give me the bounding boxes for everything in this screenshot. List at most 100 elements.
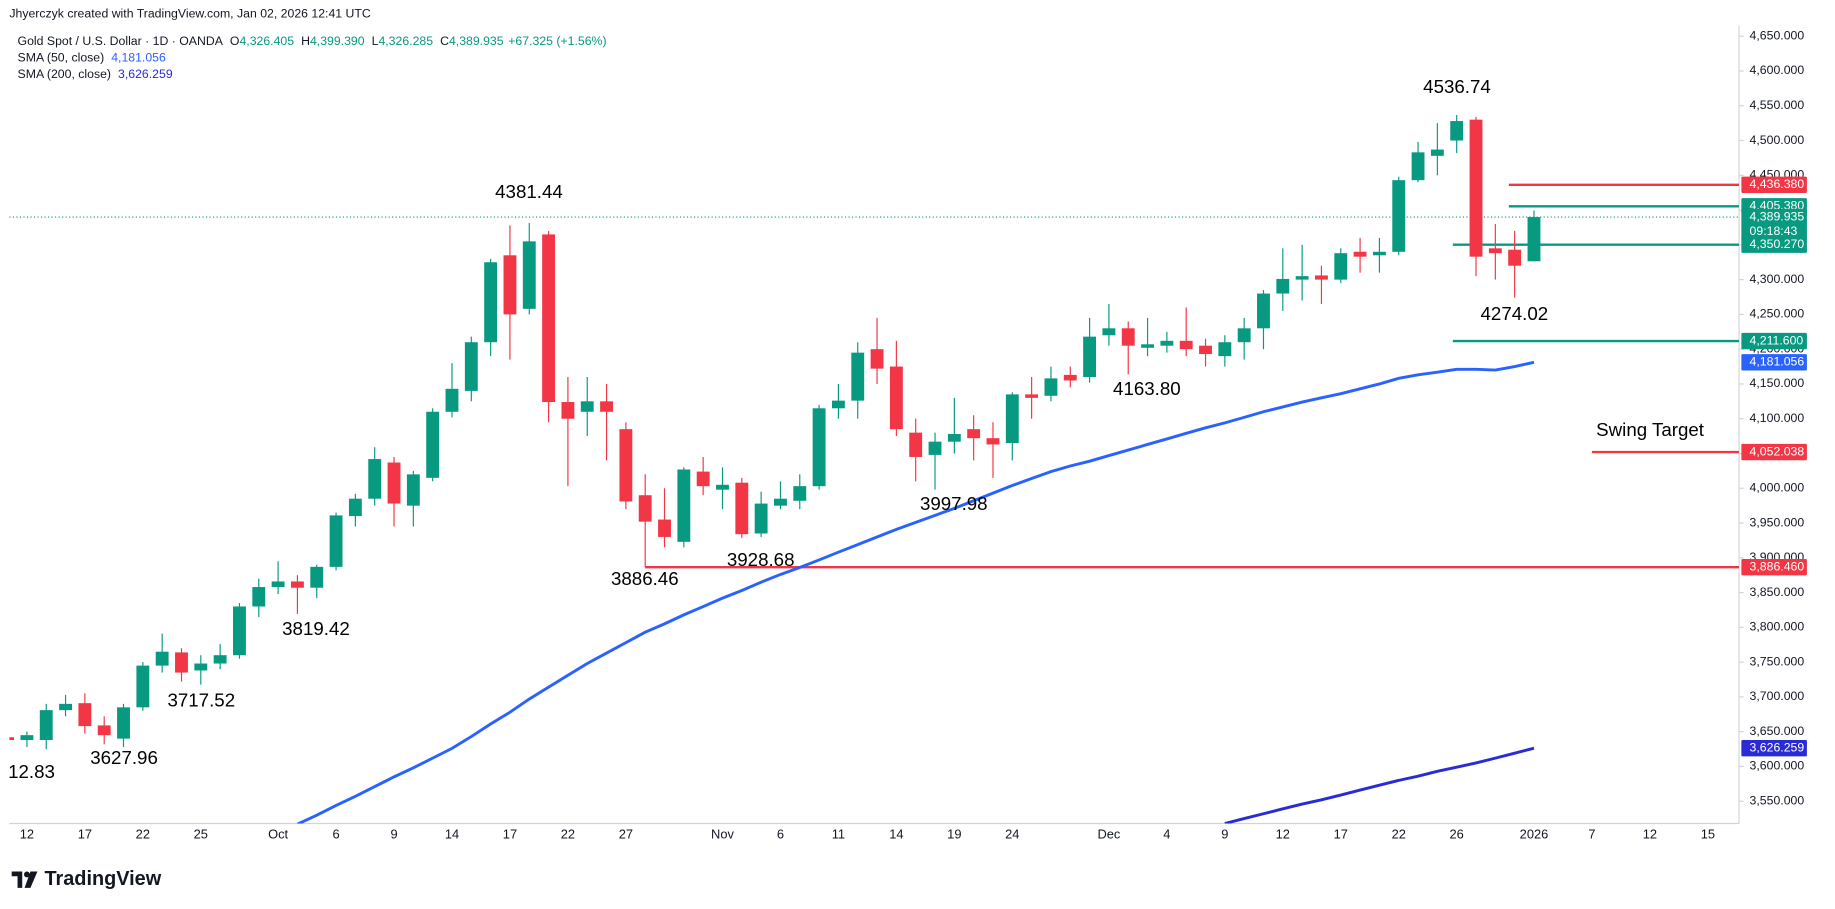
brand-logo xyxy=(11,871,38,888)
y-tick-label: 3,600.000 xyxy=(1750,759,1805,773)
x-tick-label: 22 xyxy=(136,827,150,842)
candle-body xyxy=(909,432,923,457)
candle-body xyxy=(1295,276,1309,280)
candle-body xyxy=(1469,119,1483,257)
candle-body xyxy=(774,498,787,506)
candle-body xyxy=(851,352,865,401)
x-tick-label: 11 xyxy=(832,827,845,842)
candle-body xyxy=(387,462,401,504)
candle-body xyxy=(696,471,710,487)
candle-body xyxy=(329,515,343,567)
candle-body xyxy=(1392,180,1406,252)
x-tick-label: 22 xyxy=(1392,827,1406,842)
ohlc-key: C xyxy=(440,34,449,48)
brand: TradingView xyxy=(44,868,161,890)
x-tick-label: 27 xyxy=(619,827,633,842)
candle-body xyxy=(658,519,671,537)
sma-badge-bg xyxy=(1741,739,1807,757)
y-tick-label: 3,650.000 xyxy=(1750,724,1805,738)
candle-body xyxy=(290,581,304,588)
candle-body xyxy=(812,408,826,487)
x-tick-label: 14 xyxy=(889,827,903,842)
level-badge: 4,436.380 xyxy=(1750,177,1805,191)
candle-body xyxy=(78,703,92,727)
level-badge-bg xyxy=(1741,176,1807,193)
annotation: Swing Target xyxy=(1596,419,1705,440)
x-tick-label: 24 xyxy=(1005,827,1019,842)
annotation: 4381.44 xyxy=(495,181,563,202)
candle-body xyxy=(155,651,169,666)
candle-body xyxy=(1063,374,1077,381)
x-tick-label: 26 xyxy=(1450,827,1464,842)
sma-value: 4,181.056 xyxy=(111,51,166,65)
candle-body xyxy=(1141,344,1154,348)
x-tick-label: 6 xyxy=(332,827,339,842)
candle-body xyxy=(426,411,440,478)
level-badge: 4,211.600 xyxy=(1750,333,1804,347)
candle-body xyxy=(754,503,768,534)
candle-body xyxy=(213,655,227,664)
sma-value: 3,626.259 xyxy=(118,67,173,81)
x-tick-label: Nov xyxy=(711,827,734,842)
x-tick-label: 14 xyxy=(445,827,459,842)
x-tick-label: 19 xyxy=(947,827,961,842)
x-tick-label: 12 xyxy=(20,827,34,842)
level-badge-bg xyxy=(1741,332,1807,350)
candle-body xyxy=(1276,278,1290,294)
sma-badge: 3,626.259 xyxy=(1750,740,1805,754)
candle-body xyxy=(368,459,382,499)
sma-badge-bg xyxy=(1741,354,1807,371)
y-tick-label: 3,550.000 xyxy=(1750,793,1805,807)
x-tick-label: 4 xyxy=(1163,827,1170,842)
candle-body xyxy=(1179,340,1193,350)
ohlc-key: L xyxy=(372,34,379,48)
candle-body xyxy=(1488,248,1502,254)
level-badge: 3,886.460 xyxy=(1750,559,1805,573)
ohlc-value: 4,389.935 xyxy=(449,34,504,48)
x-tick-label: 6 xyxy=(777,827,784,842)
candle-body xyxy=(20,735,34,741)
y-tick-label: 4,500.000 xyxy=(1750,133,1805,147)
candle-body xyxy=(1218,342,1232,357)
candle-body xyxy=(39,710,53,741)
candle-body xyxy=(542,234,556,403)
level-badge-bg xyxy=(1741,559,1807,576)
x-tick-label: 12 xyxy=(1643,827,1657,842)
candle-body xyxy=(580,401,594,412)
candle-body xyxy=(97,725,111,736)
y-tick-label: 4,300.000 xyxy=(1750,272,1805,286)
annotation: 4536.74 xyxy=(1423,76,1491,97)
candle-body xyxy=(638,495,652,522)
annotation: 4274.02 xyxy=(1481,303,1549,324)
candle-body xyxy=(503,255,517,315)
candle-body xyxy=(1372,251,1386,256)
sma-name: SMA (50, close) xyxy=(18,51,105,65)
sma-line xyxy=(296,360,1535,824)
x-tick-label: 17 xyxy=(503,827,517,842)
x-tick-label: 2026 xyxy=(1520,827,1549,842)
candle-body xyxy=(1257,293,1270,329)
x-tick-label: 12 xyxy=(1276,827,1290,842)
x-tick-label: 9 xyxy=(390,827,397,842)
candle-body xyxy=(1527,217,1541,262)
credit: Jhyerczyk created with TradingView.com, … xyxy=(9,6,371,20)
change: +67.325 (+1.56%) xyxy=(508,34,606,48)
candle-body xyxy=(1199,345,1212,355)
y-tick-label: 3,800.000 xyxy=(1750,620,1805,634)
candle-body xyxy=(1353,251,1367,257)
symbol: Gold Spot / U.S. Dollar · 1D · OANDA xyxy=(18,34,224,48)
candle-body xyxy=(619,429,633,502)
y-tick-label: 3,700.000 xyxy=(1750,689,1805,703)
candle-body xyxy=(1450,121,1464,141)
candle-body xyxy=(1025,394,1039,398)
candle-body xyxy=(522,241,536,309)
annotation: 4163.80 xyxy=(1113,378,1181,399)
candle-body xyxy=(445,388,459,412)
annotation: 3627.96 xyxy=(90,747,158,768)
y-tick-label: 4,150.000 xyxy=(1750,376,1805,390)
last-price-badge: 4,389.935 xyxy=(1750,209,1805,223)
pane: 4536.74 4381.44 3886.46 3928.68 3997.98 4163.… xyxy=(9,76,1740,824)
candle-body xyxy=(136,665,150,708)
